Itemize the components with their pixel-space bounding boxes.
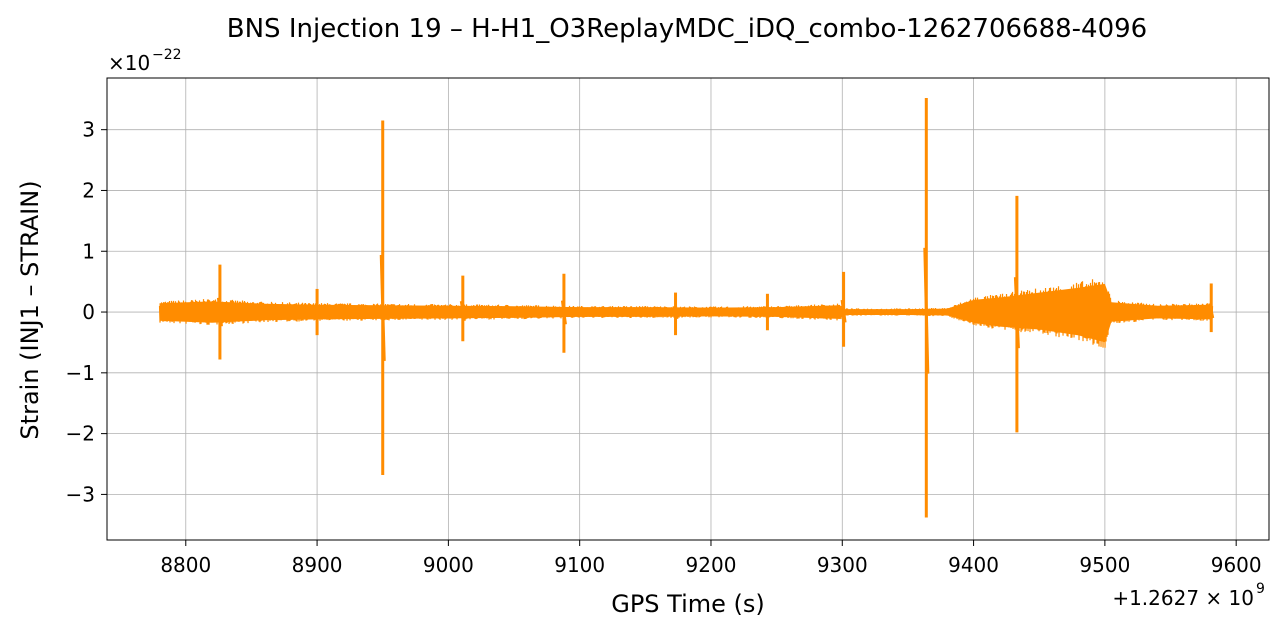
x-axis-ticks: 8800 8900 9000 9100 9200 9300 9400 9500 9600: [160, 540, 1262, 577]
series-group: [158, 98, 1215, 518]
glitch-spike-core: [764, 306, 771, 318]
x-tick-label: 9100: [554, 553, 605, 577]
x-tick-label: 9300: [817, 553, 868, 577]
x-tick-label: 9600: [1211, 553, 1262, 577]
glitch-spike-core: [459, 300, 466, 322]
y-axis-ticks: −3 −2 −1 0 1 2 3: [66, 118, 107, 506]
y-tick-label: −2: [66, 422, 95, 446]
glitch-spike-core: [216, 297, 223, 327]
y-tick-label: −1: [66, 361, 95, 385]
x-tick-label: 9400: [948, 553, 999, 577]
chart-title: BNS Injection 19 – H-H1_O3ReplayMDC_iDQ_…: [227, 14, 1147, 44]
x-tick-label: 8900: [292, 553, 343, 577]
glitch-spike-core: [1013, 277, 1020, 349]
y-scale-base: ×10: [108, 51, 150, 75]
strain-band: [159, 283, 1213, 343]
y-scale-multiplier: ×10 −22: [108, 47, 182, 75]
y-tick-label: 2: [82, 178, 95, 202]
glitch-spike-core: [923, 247, 930, 374]
x-offset-exponent: 9: [1256, 581, 1265, 597]
y-tick-label: 0: [82, 300, 95, 324]
axes-frame: [106, 77, 1270, 541]
y-scale-exponent: −22: [152, 47, 182, 63]
glitch-spike-core: [314, 304, 321, 320]
x-tick-label: 8800: [160, 553, 211, 577]
plot-area: [158, 98, 1215, 518]
y-axis-label: Strain (INJ1 – STRAIN): [16, 180, 44, 439]
y-tick-label: 1: [82, 239, 95, 263]
x-offset-base: +1.2627 × 10: [1112, 586, 1254, 610]
y-tick-label: 3: [82, 118, 95, 142]
x-axis-label: GPS Time (s): [611, 590, 765, 618]
x-tick-label: 9000: [423, 553, 474, 577]
x-tick-label: 9500: [1079, 553, 1130, 577]
glitch-spike-core: [672, 305, 679, 320]
x-offset-label: +1.2627 × 10 9: [1112, 581, 1265, 610]
glitch-spike-core: [560, 300, 567, 325]
y-tick-label: −3: [66, 482, 95, 506]
glitch-spike-core: [840, 299, 847, 323]
glitch-spike-core: [1208, 303, 1215, 319]
glitch-spike-core: [379, 254, 386, 361]
x-tick-label: 9200: [686, 553, 737, 577]
